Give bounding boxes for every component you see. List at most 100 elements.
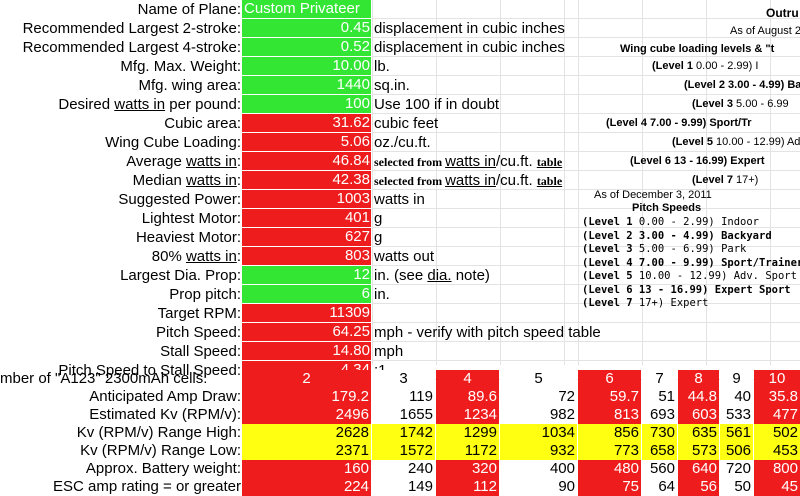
value-cell[interactable]: 42.38: [242, 171, 371, 189]
pitch-level: (Level 6 13 - 16.99) Expert Sport: [582, 283, 791, 297]
value-cell[interactable]: 0.52: [242, 38, 371, 56]
table-cell[interactable]: 400: [500, 460, 577, 478]
value-cell[interactable]: 0.45: [242, 19, 371, 37]
table-cell[interactable]: 720: [720, 460, 753, 478]
value-cell[interactable]: 803: [242, 247, 371, 265]
table-cell[interactable]: 51: [642, 388, 677, 406]
table-cell[interactable]: 1299: [436, 424, 499, 442]
table-cell[interactable]: 813: [578, 406, 641, 424]
table-cell[interactable]: 603: [678, 406, 719, 424]
table-cell[interactable]: 932: [500, 442, 577, 460]
table-cell[interactable]: 240: [372, 460, 435, 478]
table-cell[interactable]: 89.6: [436, 388, 499, 406]
table-cell[interactable]: 90: [500, 478, 577, 496]
table-cell[interactable]: 7: [642, 370, 677, 388]
table-cell[interactable]: 179.2: [242, 388, 371, 406]
table-cell[interactable]: 4: [436, 370, 499, 388]
table-cell[interactable]: 9: [720, 370, 753, 388]
table-cell[interactable]: 1172: [436, 442, 499, 460]
outrun-level-name: (Level 3: [692, 98, 733, 110]
value-cell[interactable]: 10.00: [242, 57, 371, 75]
value-cell[interactable]: 1003: [242, 190, 371, 208]
table-cell[interactable]: 658: [642, 442, 677, 460]
table-cell[interactable]: 5: [500, 370, 577, 388]
unit-note: displacement in cubic inches: [374, 39, 565, 56]
table-cell[interactable]: 75: [578, 478, 641, 496]
table-cell[interactable]: 72: [500, 388, 577, 406]
table-cell[interactable]: 1742: [372, 424, 435, 442]
table-cell[interactable]: 2371: [242, 442, 371, 460]
table-cell[interactable]: 635: [678, 424, 719, 442]
value-cell[interactable]: 12: [242, 266, 371, 284]
table-cell[interactable]: 480: [578, 460, 641, 478]
table-link[interactable]: table: [536, 174, 563, 188]
table-cell[interactable]: 982: [500, 406, 577, 424]
outrun-level: (Level 5 10.00 - 12.99) Adv.: [672, 135, 800, 149]
table-cell[interactable]: 1034: [500, 424, 577, 442]
table-cell[interactable]: 320: [436, 460, 499, 478]
row-label: Cubic area:: [164, 115, 241, 132]
table-cell[interactable]: 45: [754, 478, 800, 496]
table-cell[interactable]: 506: [720, 442, 753, 460]
pitch-level-desc: 5.00 - 6.99) Park: [632, 243, 747, 255]
table-cell[interactable]: 64: [642, 478, 677, 496]
table-cell[interactable]: 1234: [436, 406, 499, 424]
value-cell[interactable]: 627: [242, 228, 371, 246]
table-cell[interactable]: 2496: [242, 406, 371, 424]
table-cell[interactable]: 800: [754, 460, 800, 478]
table-cell[interactable]: 573: [678, 442, 719, 460]
value-cell[interactable]: 6: [242, 285, 371, 303]
table-cell[interactable]: 56: [678, 478, 719, 496]
table-cell[interactable]: 149: [372, 478, 435, 496]
table-cell[interactable]: 730: [642, 424, 677, 442]
input-row: Target RPM: 11309: [0, 304, 800, 323]
table-cell[interactable]: 10: [754, 370, 800, 388]
table-cell[interactable]: 2628: [242, 424, 371, 442]
value-cell[interactable]: 14.80: [242, 342, 371, 360]
table-cell[interactable]: 119: [372, 388, 435, 406]
table-cell[interactable]: 6: [578, 370, 641, 388]
table-cell[interactable]: 533: [720, 406, 753, 424]
value-cell[interactable]: 31.62: [242, 114, 371, 132]
table-cell[interactable]: 50: [720, 478, 753, 496]
table-cell[interactable]: 40: [720, 388, 753, 406]
outrun-level-name: (Level 4 7.00 - 9.99) Sport/Tr: [606, 117, 752, 129]
unit-link: watts in: [445, 153, 496, 170]
row-label: Mfg. Max. Weight:: [120, 58, 241, 75]
table-cell[interactable]: 44.8: [678, 388, 719, 406]
table-cell[interactable]: 856: [578, 424, 641, 442]
table-cell[interactable]: 560: [642, 460, 677, 478]
table-link[interactable]: table: [536, 155, 563, 169]
table-cell[interactable]: 1655: [372, 406, 435, 424]
pitch-level-name: (Level 4 7.00 - 9.99) Sport/Trainer: [582, 256, 800, 269]
value-cell[interactable]: 11309: [242, 304, 371, 322]
table-row: Approx. Battery weight: 160 240 320 400 480 56…: [0, 460, 800, 478]
table-cell[interactable]: 112: [436, 478, 499, 496]
row-label-part: 80%: [151, 248, 186, 265]
table-cell[interactable]: 1572: [372, 442, 435, 460]
value-cell[interactable]: 1440: [242, 76, 371, 94]
table-cell[interactable]: 773: [578, 442, 641, 460]
unit-note: g: [374, 210, 383, 227]
pitch-level-name: (Level 1: [582, 216, 633, 228]
table-cell[interactable]: 502: [754, 424, 800, 442]
plane-name-cell[interactable]: Custom Privateer: [242, 0, 371, 18]
table-cell[interactable]: 35.8: [754, 388, 800, 406]
table-cell[interactable]: 477: [754, 406, 800, 424]
table-cell[interactable]: 561: [720, 424, 753, 442]
value-cell[interactable]: 46.84: [242, 152, 371, 170]
value-cell[interactable]: 100: [242, 95, 371, 113]
table-cell[interactable]: 224: [242, 478, 371, 496]
pitch-level-name: (Level 7: [582, 297, 633, 308]
table-cell[interactable]: 8: [678, 370, 719, 388]
table-cell[interactable]: 2: [242, 370, 371, 388]
value-cell[interactable]: 401: [242, 209, 371, 227]
table-cell[interactable]: 453: [754, 442, 800, 460]
table-cell[interactable]: 640: [678, 460, 719, 478]
table-cell[interactable]: 693: [642, 406, 677, 424]
table-cell[interactable]: 59.7: [578, 388, 641, 406]
table-cell[interactable]: 3: [372, 370, 435, 388]
value-cell[interactable]: 5.06: [242, 133, 371, 151]
value-cell[interactable]: 64.25: [242, 323, 371, 341]
table-cell[interactable]: 160: [242, 460, 371, 478]
